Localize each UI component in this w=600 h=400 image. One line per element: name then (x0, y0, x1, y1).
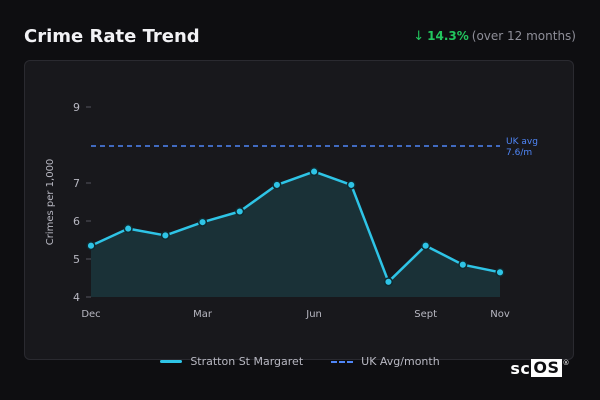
x-tick-label: Mar (193, 309, 213, 320)
data-point (86, 241, 96, 251)
data-point (309, 167, 319, 177)
dashed-line-swatch-icon (331, 360, 354, 363)
brand-logo: sc OS ® (510, 358, 570, 379)
legend-label-series: Stratton St Margaret (190, 355, 304, 368)
data-point (346, 180, 356, 190)
data-point (197, 217, 208, 227)
change-percent: 14.3% (427, 29, 469, 43)
data-point (235, 206, 245, 217)
y-tick-label: 4 (73, 291, 80, 304)
data-point (272, 180, 282, 190)
series-area (91, 171, 500, 297)
legend-item-series[interactable]: Stratton St Margaret (160, 355, 303, 368)
y-tick-label: 6 (73, 215, 80, 228)
change-period: (over 12 months) (471, 29, 576, 43)
change-indicator: ↓ 14.3% (over 12 months) (413, 29, 576, 44)
series-line (90, 170, 501, 284)
down-arrow-icon: ↓ (413, 29, 425, 44)
legend-item-uk-avg[interactable]: UK Avg/month (331, 355, 440, 368)
data-point (458, 260, 468, 270)
x-tick-label: Jun (305, 309, 322, 320)
chart-title: Crime Rate Trend (24, 26, 200, 47)
uk-average-value: 7.6/m (506, 148, 532, 158)
data-point (421, 241, 431, 251)
x-tick-label: Dec (81, 309, 100, 320)
data-point (160, 230, 170, 240)
legend-label-uk-avg: UK Avg/month (361, 355, 440, 368)
y-axis-title: Crimes per 1,000 (45, 159, 56, 246)
legend: Stratton St Margaret UK Avg/month (0, 355, 600, 368)
y-tick-label: 5 (73, 253, 80, 266)
data-point (123, 224, 133, 234)
data-point (495, 267, 505, 277)
solid-line-swatch-icon (160, 360, 183, 363)
y-tick-label: 7 (73, 177, 80, 190)
x-tick-label: Sept (414, 309, 437, 320)
y-tick-label: 9 (73, 101, 80, 114)
data-point (383, 277, 394, 287)
uk-average-label: UK avg (506, 137, 538, 147)
x-tick-label: Nov (490, 309, 510, 320)
